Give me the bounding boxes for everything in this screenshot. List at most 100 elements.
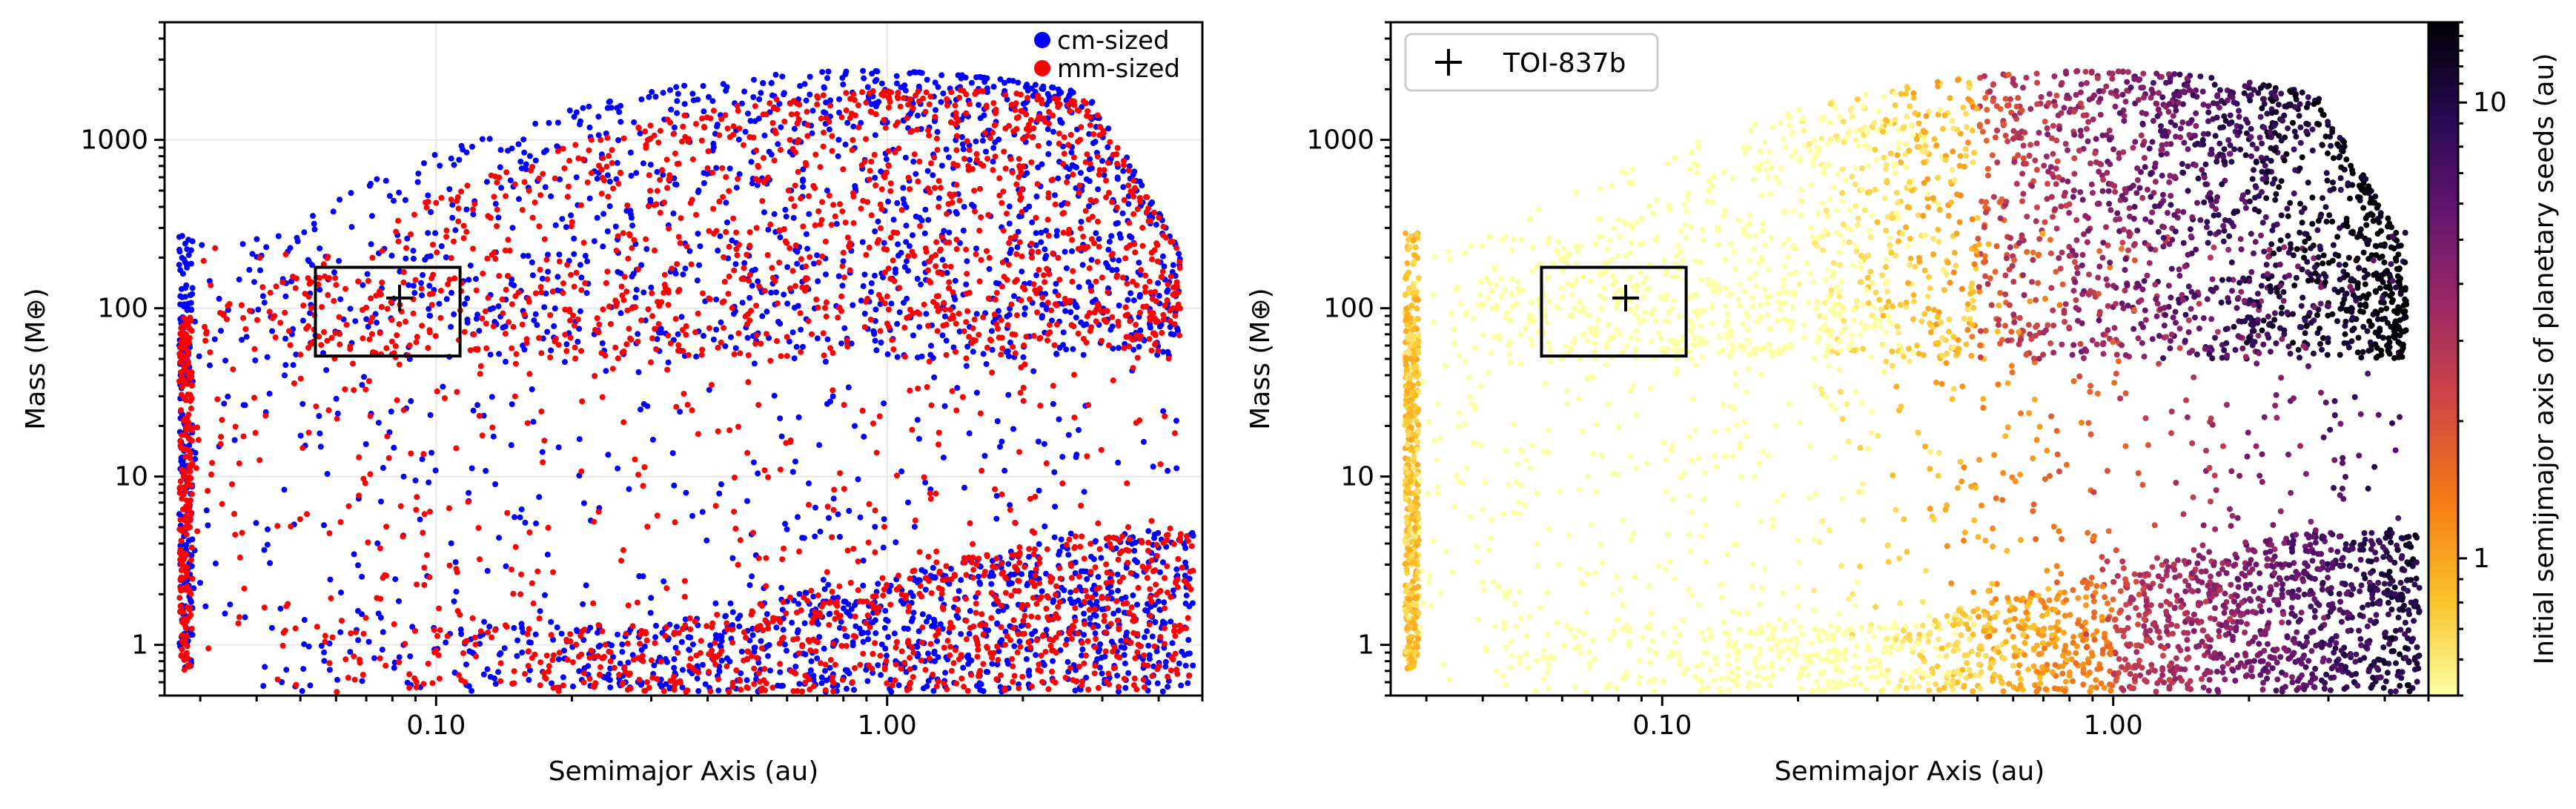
scatter-point-cm xyxy=(1005,561,1012,567)
scatter-point-mm xyxy=(1164,590,1171,596)
scatter-point-cm xyxy=(784,264,791,271)
scatter-point-mm xyxy=(744,449,751,456)
scatter-point-cm xyxy=(606,178,613,185)
scatter-point-mm xyxy=(592,373,598,379)
scatter-point-mm xyxy=(1065,142,1072,148)
scatter-point-cm xyxy=(1043,306,1050,313)
scatter-point-mm xyxy=(840,166,847,173)
scatter-point-mm xyxy=(715,428,721,435)
scatter-point-mm xyxy=(667,678,674,684)
scatter-point-mm xyxy=(1096,243,1102,250)
scatter-point-cm xyxy=(1035,438,1042,445)
scatter-point-mm xyxy=(885,148,892,154)
scatter-point-mm xyxy=(1120,601,1127,607)
scatter-point-mm xyxy=(457,612,463,618)
scatter-point-mm xyxy=(724,626,731,633)
scatter-point-mm xyxy=(406,684,413,691)
scatter-point-mm xyxy=(555,342,562,349)
scatter-point-mm xyxy=(974,653,981,660)
scatter-point-mm xyxy=(1154,242,1161,248)
scatter-point-cm xyxy=(714,123,721,130)
scatter-point-cm xyxy=(189,632,196,638)
scatter-point-mm xyxy=(365,277,371,284)
scatter-point-mm xyxy=(945,201,952,208)
scatter-point-mm xyxy=(1002,590,1009,596)
scatter-point-mm xyxy=(864,612,871,618)
scatter-point-mm xyxy=(675,160,682,167)
scatter-point-cm xyxy=(910,610,917,616)
scatter-point-cm xyxy=(880,544,887,551)
scatter-point-cm xyxy=(738,648,745,655)
scatter-point-cm xyxy=(1149,633,1156,640)
scatter-point-cm xyxy=(961,203,967,210)
scatter-point-mm xyxy=(963,572,970,578)
scatter-point-cm xyxy=(490,305,497,311)
scatter-point-mm xyxy=(605,194,612,200)
scatter-point-cm xyxy=(986,265,993,272)
scatter-point-mm xyxy=(538,350,545,357)
scatter-point-mm xyxy=(904,687,910,693)
scatter-point-mm xyxy=(808,587,815,594)
scatter-point-cm xyxy=(1124,630,1130,636)
scatter-point-mm xyxy=(1007,235,1014,242)
scatter-point-mm xyxy=(645,306,652,312)
scatter-point-mm xyxy=(944,638,951,644)
scatter-point-mm xyxy=(1049,575,1056,581)
scatter-point-mm xyxy=(1082,653,1089,658)
scatter-point-mm xyxy=(1175,555,1182,562)
scatter-point-mm xyxy=(878,186,885,193)
scatter-point-mm xyxy=(1080,234,1087,240)
scatter-point-cm xyxy=(551,323,557,329)
scatter-point-cm xyxy=(320,350,326,357)
scatter-point-mm xyxy=(805,318,812,324)
scatter-point-mm xyxy=(808,331,815,337)
scatter-point-cm xyxy=(1144,628,1150,635)
scatter-point-mm xyxy=(956,311,962,317)
scatter-point-mm xyxy=(857,598,863,604)
scatter-point-cm xyxy=(458,631,465,637)
scatter-point-mm xyxy=(910,674,916,680)
scatter-point-cm xyxy=(675,90,681,97)
scatter-point-mm xyxy=(865,539,872,546)
scatter-point-cm xyxy=(749,573,755,580)
scatter-point-mm xyxy=(979,467,985,474)
scatter-point-mm xyxy=(726,688,732,695)
scatter-point-mm xyxy=(331,297,337,304)
scatter-point-mm xyxy=(843,643,850,650)
scatter-point-cm xyxy=(984,669,991,676)
scatter-point-mm xyxy=(922,667,929,673)
scatter-point-mm xyxy=(231,511,237,517)
scatter-point-mm xyxy=(823,313,830,320)
scatter-point-cm xyxy=(1072,687,1079,694)
scatter-point-cm xyxy=(1067,309,1074,315)
scatter-point-cm xyxy=(337,629,344,635)
scatter-point-cm xyxy=(1083,674,1090,681)
scatter-point-cm xyxy=(371,655,377,661)
scatter-point-mm xyxy=(733,246,740,252)
scatter-point-mm xyxy=(564,194,571,200)
scatter-point-cm xyxy=(301,229,308,236)
scatter-point-cm xyxy=(1105,246,1112,253)
scatter-point-mm xyxy=(1000,228,1007,234)
scatter-point-cm xyxy=(925,217,932,223)
scatter-point-cm xyxy=(1023,656,1030,662)
scatter-point-mm xyxy=(971,188,978,194)
scatter-point-mm xyxy=(1160,311,1167,318)
scatter-point-cm xyxy=(806,480,812,486)
scatter-point-mm xyxy=(550,288,557,295)
scatter-point-mm xyxy=(675,347,681,354)
scatter-point-mm xyxy=(571,323,577,329)
scatter-point-mm xyxy=(236,460,242,466)
scatter-point-cm xyxy=(563,341,570,348)
scatter-point-mm xyxy=(1084,151,1090,158)
scatter-point-mm xyxy=(875,291,882,298)
scatter-point-cm xyxy=(640,573,646,580)
scatter-point-cm xyxy=(283,667,290,673)
scatter-point-cm xyxy=(919,611,926,618)
scatter-point-cm xyxy=(582,253,589,259)
scatter-point-cm xyxy=(187,597,193,604)
scatter-point-mm xyxy=(977,622,984,628)
scatter-point-cm xyxy=(964,653,970,660)
scatter-point-mm xyxy=(1099,593,1105,600)
scatter-point-mm xyxy=(575,316,581,323)
